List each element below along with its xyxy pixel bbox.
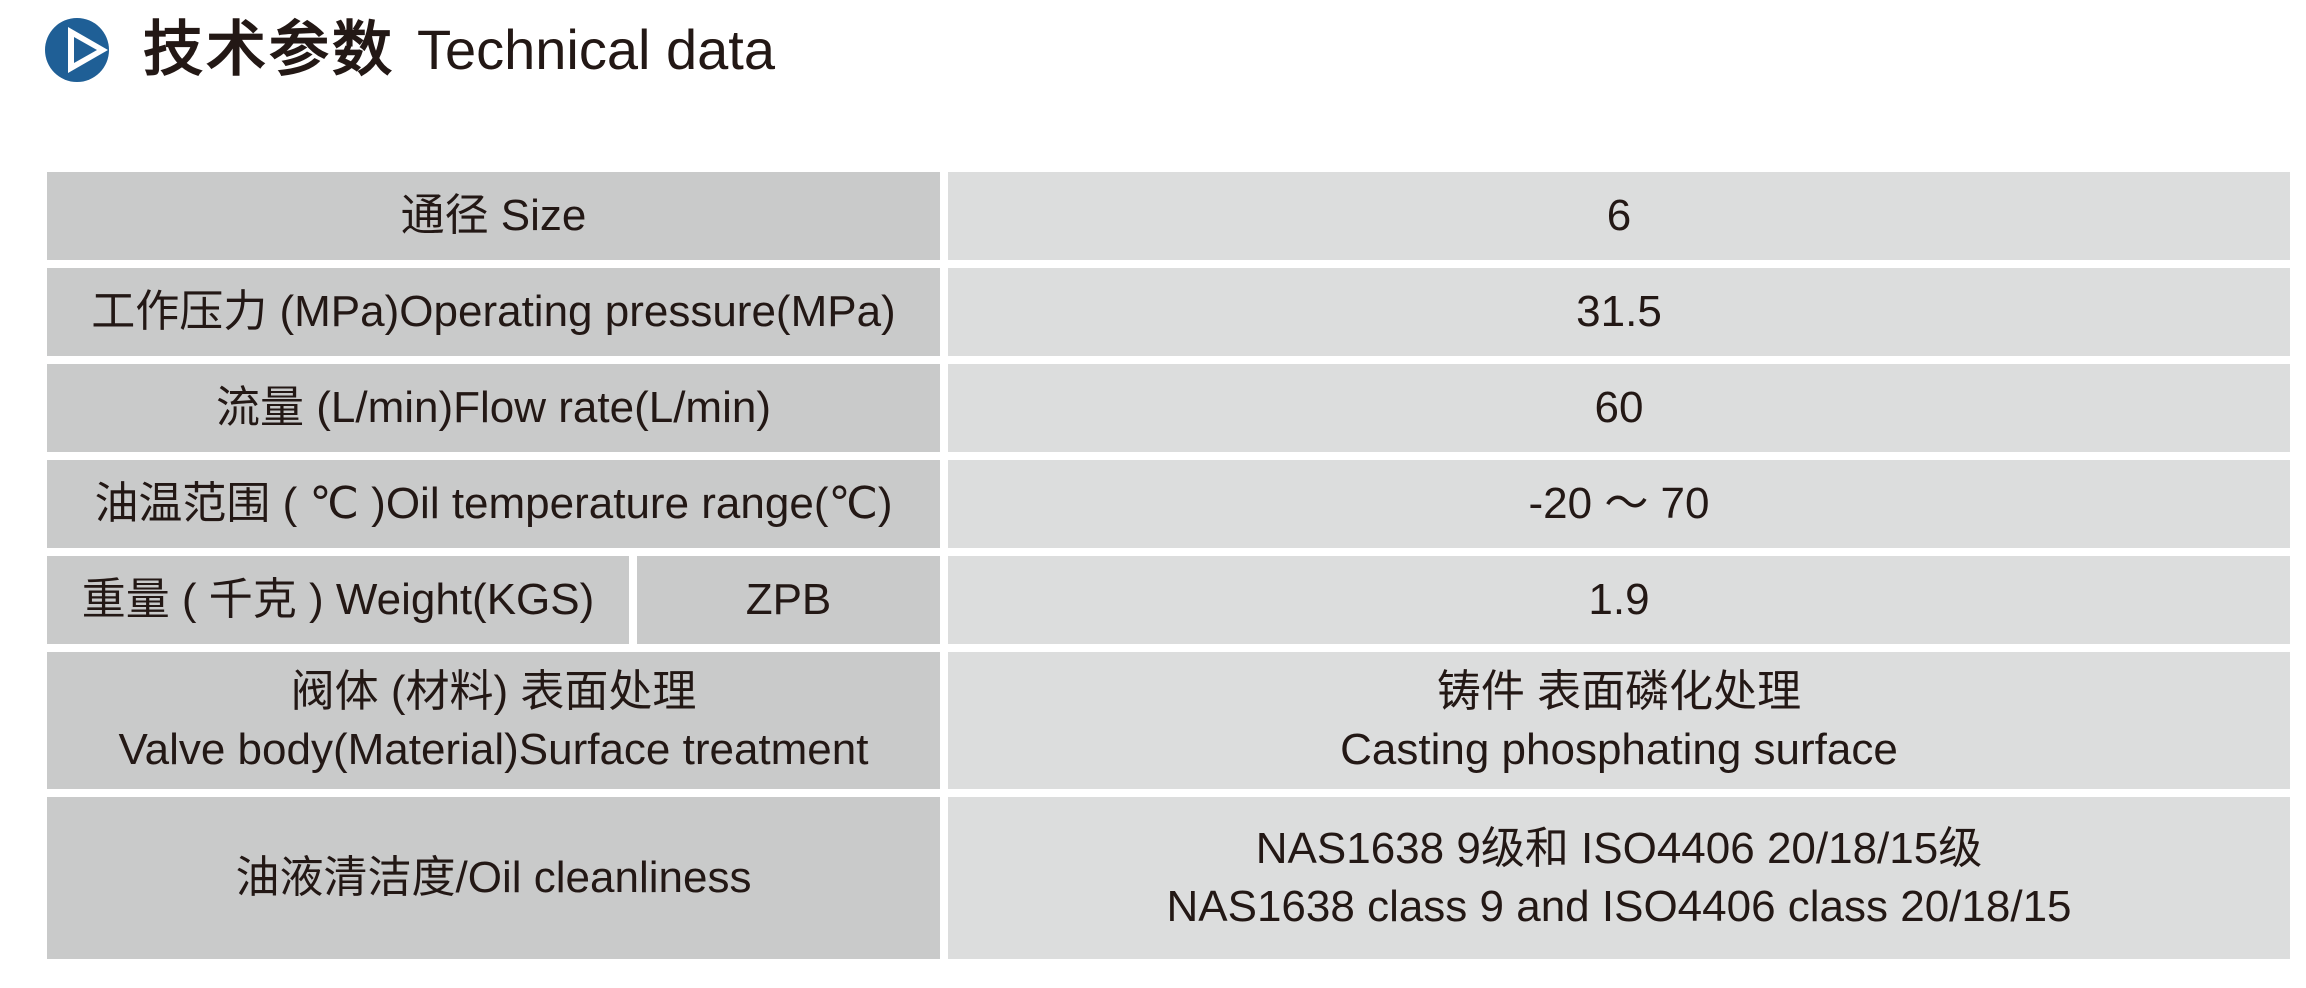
table-row-weight: 重量 ( 千克 ) Weight(KGS) ZPB 1.9 [47,556,2290,644]
size-label-cell: 通径 Size [47,172,940,260]
oil-temp-value-cell: -20 ～ 70 [948,460,2290,548]
pressure-value-cell: 31.5 [948,268,2290,356]
valve-body-value-line-en: Casting phosphating surface [1340,724,1898,774]
weight-variant-cell: ZPB [637,556,940,644]
valve-body-label-cell: 阀体 (材料) 表面处理 Valve body(Material)Surface… [47,652,940,789]
valve-body-label-line-zh: 阀体 (材料) 表面处理 [290,666,697,716]
flow-rate-value-cell: 60 [948,364,2290,452]
valve-body-label-line-en: Valve body(Material)Surface treatment [118,724,869,774]
table-row-operating-pressure: 工作压力 (MPa)Operating pressure(MPa) 31.5 [47,268,2290,356]
flow-rate-label-cell: 流量 (L/min)Flow rate(L/min) [47,364,940,452]
table-row-oil-temperature: 油温范围 ( ℃ )Oil temperature range(℃) -20 ～… [47,460,2290,548]
size-value-cell: 6 [948,172,2290,260]
technical-data-table: 通径 Size 6 工作压力 (MPa)Operating pressure(M… [47,172,2290,959]
valve-body-value-cell: 铸件 表面磷化处理 Casting phosphating surface [948,652,2290,789]
table-row-flow-rate: 流量 (L/min)Flow rate(L/min) 60 [47,364,2290,452]
table-row-size: 通径 Size 6 [47,172,2290,260]
oil-cleanliness-value-cell: NAS1638 9级和 ISO4406 20/18/15级 NAS1638 cl… [948,797,2290,959]
table-row-valve-body-surface: 阀体 (材料) 表面处理 Valve body(Material)Surface… [47,652,2290,789]
weight-value-cell: 1.9 [948,556,2290,644]
page-title-zh: 技术参数 [143,16,395,83]
play-icon [45,18,109,82]
table-row-oil-cleanliness: 油液清洁度/Oil cleanliness NAS1638 9级和 ISO440… [47,797,2290,959]
oil-cleanliness-label-cell: 油液清洁度/Oil cleanliness [47,797,940,959]
weight-label-cell: 重量 ( 千克 ) Weight(KGS) [47,556,629,644]
oil-cleanliness-value-line-zh: NAS1638 9级和 ISO4406 20/18/15级 [1255,824,1983,873]
oil-temp-label-cell: 油温范围 ( ℃ )Oil temperature range(℃) [47,460,940,548]
page-title-en: Technical data [417,18,776,81]
pressure-label-cell: 工作压力 (MPa)Operating pressure(MPa) [47,268,940,356]
valve-body-value-line-zh: 铸件 表面磷化处理 [1436,666,1802,716]
section-header: 技术参数 Technical data [45,18,775,82]
oil-cleanliness-value-line-en: NAS1638 class 9 and ISO4406 class 20/18/… [1166,882,2072,931]
